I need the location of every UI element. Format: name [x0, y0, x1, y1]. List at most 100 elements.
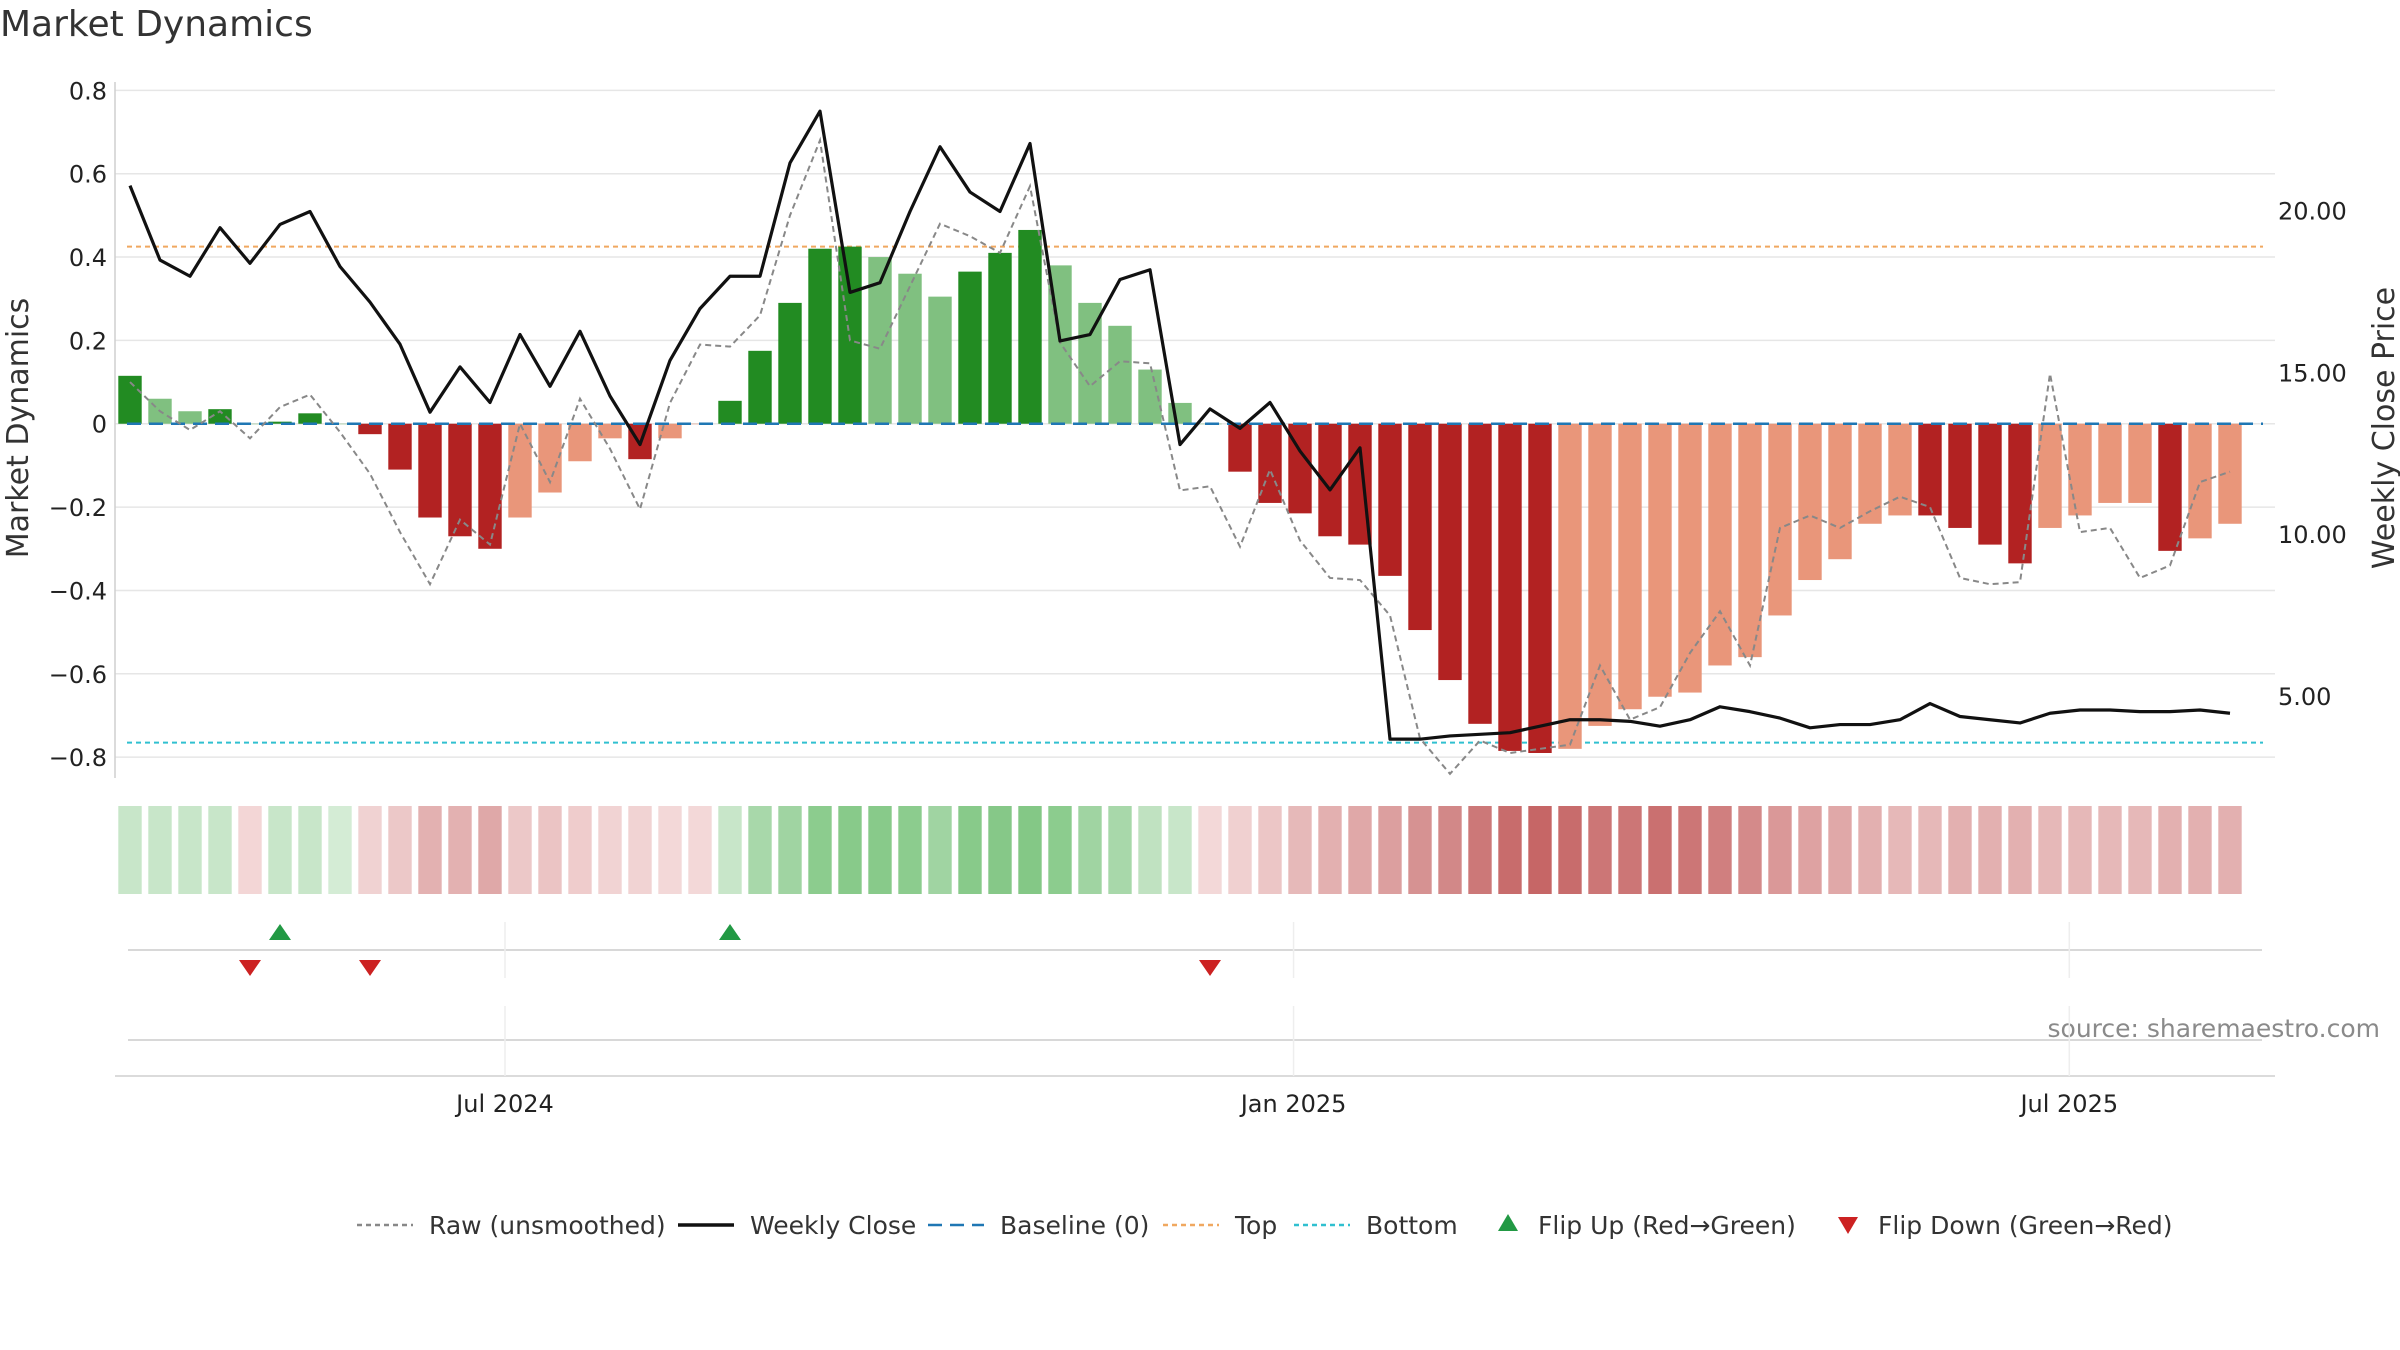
heat-cell	[2098, 806, 2122, 894]
weekly-close-line	[128, 109, 2231, 741]
dynamics-bar	[208, 409, 232, 424]
dynamics-bar	[1108, 325, 1132, 424]
y-axis-right-label: Weekly Close Price	[2367, 287, 2400, 569]
heat-cell	[1078, 806, 1102, 894]
heat-cell	[1708, 806, 1732, 894]
heat-cell	[2218, 806, 2242, 894]
legend-label: Weekly Close	[750, 1211, 916, 1240]
heat-cell	[1558, 806, 1582, 894]
heat-cell	[118, 806, 142, 894]
dynamics-bar	[1708, 423, 1732, 666]
heat-cell	[328, 806, 352, 894]
grid-layer	[115, 89, 2275, 758]
legend-swatch-flip-up	[1498, 1214, 1518, 1231]
y-tick-label-left: 0.6	[69, 161, 107, 189]
dynamics-bar	[1228, 423, 1252, 472]
dynamics-bar	[1558, 423, 1582, 749]
y-tick-label-left: 0.8	[69, 77, 107, 105]
heat-cell	[1378, 806, 1402, 894]
heat-cell	[718, 806, 742, 894]
legend: Raw (unsmoothed) Weekly Close Baseline (0)…	[357, 1211, 2173, 1240]
bars-layer	[118, 229, 2242, 753]
dynamics-bar	[328, 423, 352, 425]
heat-cell	[1348, 806, 1372, 894]
heat-cell	[2038, 806, 2062, 894]
dynamics-bar	[1078, 302, 1102, 424]
heat-cell	[1288, 806, 1312, 894]
heat-cell	[628, 806, 652, 894]
heat-cell	[1768, 806, 1792, 894]
dynamics-bar	[1528, 423, 1552, 753]
raw-unsmoothed-line	[129, 136, 2231, 776]
flip-down-marker	[1199, 960, 1221, 976]
heat-cell	[298, 806, 322, 894]
dynamics-bar	[2038, 423, 2062, 528]
dynamics-bar	[2098, 423, 2122, 503]
legend-label: Flip Up (Red→Green)	[1538, 1211, 1796, 1240]
y-tick-label-left: 0.2	[69, 327, 107, 355]
dynamics-bar	[418, 423, 442, 518]
legend-label: Top	[1234, 1211, 1277, 1240]
heat-cell	[2068, 806, 2092, 894]
x-tick-label: Jul 2025	[2018, 1090, 2118, 1118]
heat-cell	[2188, 806, 2212, 894]
dynamics-bar	[808, 248, 832, 424]
dynamics-bar	[1138, 369, 1162, 424]
dynamics-bar	[1618, 423, 1642, 710]
y-tick-label-left: −0.2	[49, 494, 107, 522]
dynamics-bar	[1018, 229, 1042, 424]
dynamics-bar	[1978, 423, 2002, 545]
heat-cell	[268, 806, 292, 894]
heat-cell	[568, 806, 592, 894]
dynamics-bar	[178, 411, 202, 424]
heat-cell	[598, 806, 622, 894]
chart-title: Market Dynamics	[0, 4, 313, 45]
dynamics-bar	[868, 257, 892, 424]
heat-cell	[208, 806, 232, 894]
heat-cell	[1978, 806, 2002, 894]
heat-cell	[1408, 806, 1432, 894]
heat-cell	[478, 806, 502, 894]
heat-cell	[508, 806, 532, 894]
heat-cell	[1738, 806, 1762, 894]
dynamics-bar	[598, 423, 622, 439]
dynamics-bar	[1648, 423, 1672, 697]
dynamics-bar	[2188, 423, 2212, 539]
dynamics-bar	[2218, 423, 2242, 524]
y-tick-label-left: −0.8	[49, 744, 107, 772]
heat-cell	[1258, 806, 1282, 894]
heat-cell	[1498, 806, 1522, 894]
heat-cell	[1798, 806, 1822, 894]
dynamics-bar	[1828, 423, 1852, 560]
heat-cell	[1198, 806, 1222, 894]
y-tick-label-left: −0.6	[49, 661, 107, 689]
heat-cell	[2128, 806, 2152, 894]
y-tick-label-left: 0	[92, 411, 107, 439]
heat-cell	[1228, 806, 1252, 894]
flip-up-marker	[269, 924, 291, 940]
dynamics-bar	[928, 296, 952, 424]
y-tick-label-right: 10.00	[2278, 521, 2347, 549]
dynamics-bar	[898, 273, 922, 424]
heat-cell	[988, 806, 1012, 894]
dynamics-bar	[1798, 423, 1822, 581]
y-tick-label-right: 5.00	[2278, 683, 2331, 711]
heat-cell	[1438, 806, 1462, 894]
dynamics-bar	[1888, 423, 1912, 516]
heat-cell	[1108, 806, 1132, 894]
heat-cell	[928, 806, 952, 894]
dynamics-bar	[1858, 423, 1882, 524]
heat-cell	[838, 806, 862, 894]
heat-cell	[2158, 806, 2182, 894]
dynamics-bar	[1468, 423, 1492, 724]
heat-cell	[898, 806, 922, 894]
heat-cell	[178, 806, 202, 894]
dynamics-bar	[478, 423, 502, 549]
dynamics-bar	[958, 271, 982, 424]
heat-cell	[1168, 806, 1192, 894]
reference-lines	[127, 245, 2263, 744]
flip-down-marker	[239, 960, 261, 976]
dynamics-bar	[1948, 423, 1972, 528]
dynamics-bar	[1678, 423, 1702, 693]
dynamics-bar	[448, 423, 472, 537]
